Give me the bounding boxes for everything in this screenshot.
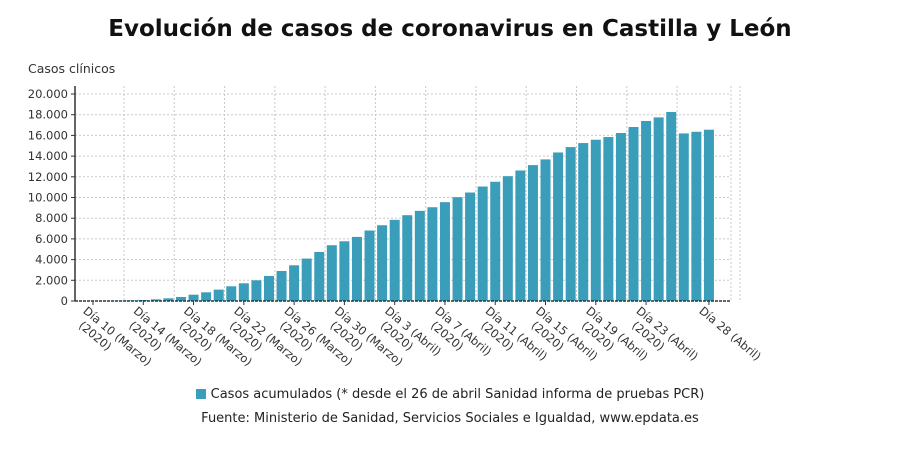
y-axis-label: Casos clínicos — [28, 61, 116, 76]
x-tick-label: Día 23 (Abril)(2020) — [629, 304, 701, 364]
y-tick-label: 6.000 — [35, 232, 68, 246]
bar — [326, 245, 337, 301]
bar — [553, 152, 564, 301]
bar — [628, 127, 639, 301]
source-note: Fuente: Ministerio de Sanidad, Servicios… — [201, 411, 699, 426]
bar — [314, 251, 325, 301]
bar — [339, 241, 350, 301]
bar — [263, 275, 274, 301]
bar — [226, 286, 237, 301]
bar — [289, 265, 300, 301]
bar — [364, 230, 375, 301]
y-tick-label: 4.000 — [35, 253, 68, 267]
bar — [414, 210, 425, 301]
bar — [653, 117, 664, 302]
bar — [150, 299, 161, 301]
bar — [465, 192, 476, 301]
bar — [276, 270, 287, 301]
y-tick-label: 18.000 — [28, 108, 68, 122]
bar — [666, 112, 677, 301]
y-tick-label: 16.000 — [28, 128, 68, 142]
y-tick-label: 0 — [61, 294, 68, 308]
x-tick-label: Día 28 (Abril) — [696, 304, 763, 364]
bar — [377, 225, 388, 301]
bar — [201, 292, 212, 301]
y-tick-label: 2.000 — [35, 273, 68, 287]
bar — [439, 202, 450, 301]
y-tick-label: 8.000 — [35, 211, 68, 225]
chart-title: Evolución de casos de coronavirus en Cas… — [108, 16, 792, 42]
y-tick-label: 14.000 — [28, 149, 68, 163]
bar — [477, 186, 488, 301]
bar — [351, 236, 362, 301]
bar — [502, 176, 513, 301]
bar — [238, 283, 249, 301]
bar — [301, 258, 312, 301]
bar — [251, 280, 262, 301]
bar — [678, 133, 689, 301]
bar — [590, 139, 601, 301]
bar — [641, 121, 652, 302]
y-tick-label: 12.000 — [28, 170, 68, 184]
bar — [703, 129, 714, 301]
y-tick-label: 20.000 — [28, 87, 68, 101]
bar — [188, 294, 199, 301]
bar — [490, 181, 501, 301]
bar — [527, 165, 538, 301]
bar — [452, 197, 463, 301]
bar — [163, 298, 174, 301]
bar — [125, 300, 136, 301]
bar — [603, 137, 614, 301]
bar — [427, 207, 438, 301]
bar — [515, 170, 526, 301]
bar — [578, 143, 589, 301]
legend: Casos acumulados (* desde el 26 de abril… — [0, 387, 900, 402]
bar — [213, 289, 224, 301]
bar — [402, 215, 413, 301]
legend-swatch — [195, 389, 206, 399]
y-tick-label: 10.000 — [28, 191, 68, 205]
bar — [389, 219, 400, 301]
bar — [540, 159, 551, 301]
bar — [175, 296, 186, 301]
bar — [691, 131, 702, 301]
x-tick-label-line: Día 28 (Abril) — [696, 304, 763, 364]
bar — [615, 133, 626, 301]
bar — [565, 147, 576, 301]
legend-label: Casos acumulados (* desde el 26 de abril… — [210, 387, 705, 402]
